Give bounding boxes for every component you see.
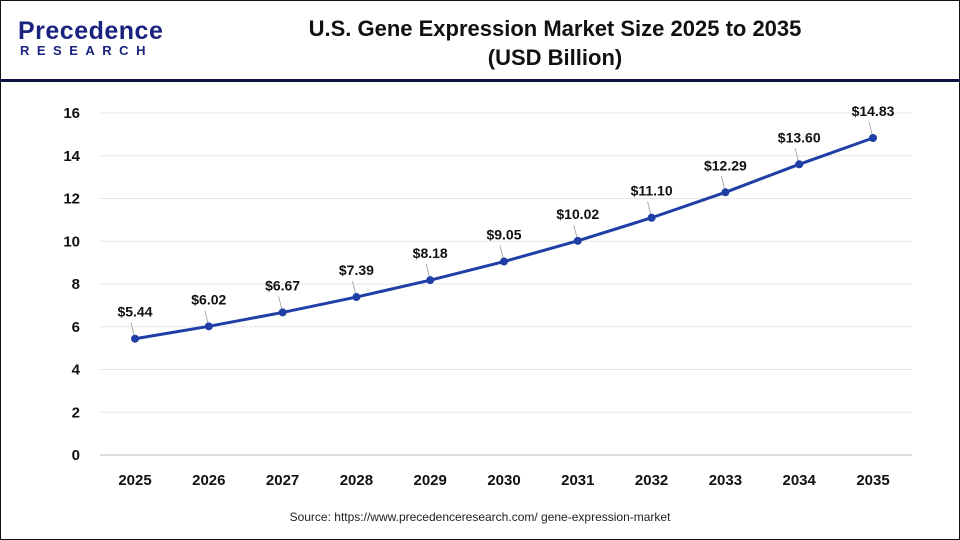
chart-title: U.S. Gene Expression Market Size 2025 to… <box>250 14 860 72</box>
data-point <box>426 276 435 285</box>
data-point <box>352 293 361 302</box>
data-label: $9.05 <box>486 227 521 243</box>
data-label: $13.60 <box>778 129 821 145</box>
x-tick-label: 2032 <box>635 472 668 489</box>
chart-subtitle: (USD Billion) <box>487 45 623 70</box>
data-point <box>795 160 804 169</box>
y-tick-label: 8 <box>72 276 80 293</box>
x-tick-label: 2034 <box>783 472 817 489</box>
data-point <box>500 257 508 266</box>
y-tick-label: 4 <box>72 362 81 379</box>
x-tick-label: 2030 <box>487 472 520 489</box>
data-label: $12.29 <box>704 157 747 173</box>
chart-title-main: U.S. Gene Expression Market Size 2025 to… <box>308 16 802 41</box>
precedence-research-logo: Precedence RESEARCH <box>18 18 163 58</box>
y-tick-label: 12 <box>63 191 80 208</box>
logo-line2: RESEARCH <box>20 43 153 58</box>
data-label: $14.83 <box>852 103 895 119</box>
data-label: $6.67 <box>265 277 300 293</box>
y-tick-label: 16 <box>63 105 80 122</box>
y-tick-label: 10 <box>63 233 80 250</box>
y-tick-label: 14 <box>63 148 80 165</box>
y-tick-label: 6 <box>72 319 80 336</box>
data-point <box>131 334 139 343</box>
data-label: $11.10 <box>631 183 673 199</box>
data-point <box>721 188 730 197</box>
x-tick-label: 2031 <box>561 472 594 489</box>
data-point <box>869 134 877 143</box>
y-tick-label: 2 <box>72 404 80 421</box>
data-point <box>204 322 213 331</box>
data-label: $5.44 <box>117 304 152 320</box>
x-tick-label: 2028 <box>340 472 373 489</box>
x-tick-label: 2029 <box>414 472 447 489</box>
x-tick-label: 2027 <box>266 472 299 489</box>
x-tick-label: 2035 <box>856 472 889 489</box>
data-point <box>647 213 656 222</box>
data-label: $8.18 <box>413 245 448 261</box>
data-point <box>278 308 287 317</box>
header-divider <box>0 79 960 82</box>
source-note: Source: https://www.precedenceresearch.c… <box>289 510 671 524</box>
data-point <box>573 236 582 245</box>
x-tick-label: 2026 <box>192 472 225 489</box>
data-label: $7.39 <box>339 262 374 278</box>
data-label: $10.02 <box>556 206 599 222</box>
y-tick-label: 0 <box>72 447 80 464</box>
x-tick-label: 2025 <box>118 472 151 489</box>
logo-line1: Precedence <box>18 17 164 45</box>
x-tick-label: 2033 <box>709 472 742 489</box>
data-label: $6.02 <box>191 291 226 307</box>
